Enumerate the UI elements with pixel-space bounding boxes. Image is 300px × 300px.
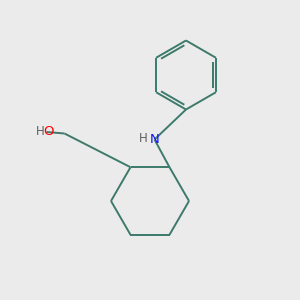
Text: O: O [44,125,54,139]
Text: H: H [139,131,148,145]
Text: N: N [150,133,159,146]
Text: H: H [36,125,45,139]
